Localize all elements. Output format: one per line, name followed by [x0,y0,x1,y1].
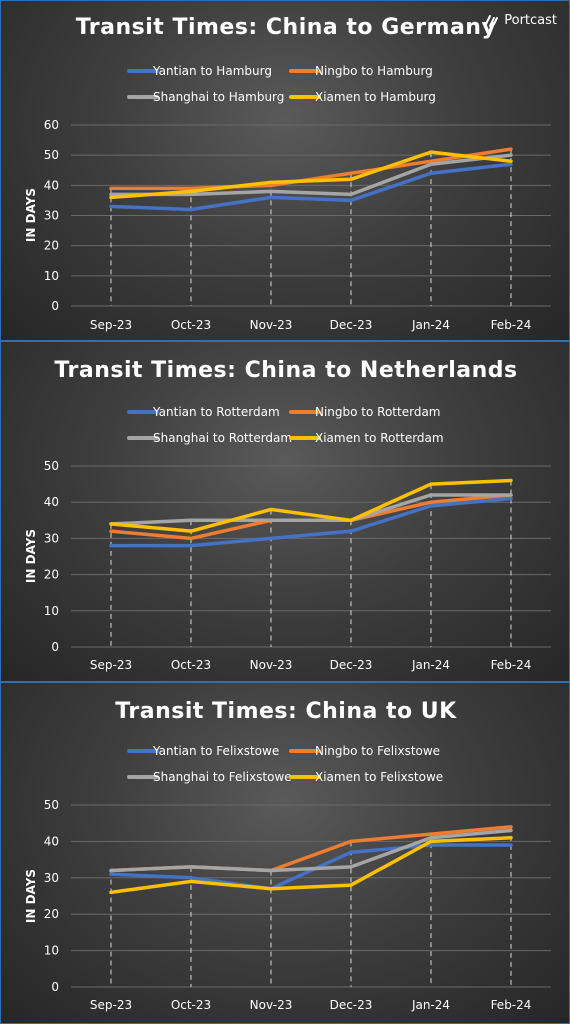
x-tick-label: Dec-23 [330,658,373,672]
y-tick-label: 30 [44,531,59,545]
y-tick-label: 20 [44,568,59,582]
series-line-2 [109,825,513,873]
series-line-4 [109,836,513,895]
x-tick-label: Oct-23 [171,658,211,672]
y-tick-label: 40 [44,495,59,509]
y-tick-label: 20 [44,907,59,921]
legend-label: Shanghai to Rotterdam [153,431,292,445]
y-tick-label: 50 [44,798,59,812]
y-axis-label: IN DAYS [24,188,38,242]
series-line-3 [109,153,513,197]
series-line-2 [109,493,513,541]
legend-label: Shanghai to Felixstowe [153,770,292,784]
x-tick-label: Jan-24 [411,658,450,672]
x-tick-label: Sep-23 [90,998,132,1012]
y-tick-label: 10 [44,269,59,283]
y-tick-label: 40 [44,834,59,848]
chart-title-netherlands: Transit Times: China to Netherlands [54,358,518,383]
series-line-4 [109,478,513,533]
x-tick-label: Oct-23 [171,318,211,332]
chart-uk: 0 10 20 30 40 50 Sep-23 Oct-23 Nov-23 Dec-23 Jan-2… [24,744,551,1012]
chart-title-uk: Transit Times: China to UK [115,699,457,724]
y-axis-label: IN DAYS [24,869,38,923]
x-tick-label: Jan-24 [411,998,450,1012]
y-tick-label: 30 [44,209,59,223]
x-tick-label: Feb-24 [491,318,532,332]
y-tick-label: 20 [44,239,59,253]
x-tick-label: Oct-23 [171,998,211,1012]
x-tick-label: Feb-24 [491,658,532,672]
series-line-4 [109,150,513,200]
y-tick-label: 50 [44,459,59,473]
y-tick-label: 0 [51,640,59,654]
legend-label: Yantian to Hamburg [152,64,272,78]
chart-germany: 0 10 20 30 40 50 60 Sep-23 Oct-23 Nov-23 Dec-23 Jan… [24,64,551,332]
series-line-3 [109,828,513,873]
x-tick-label: Nov-23 [250,998,293,1012]
brand-name: Portcast [504,13,557,28]
x-tick-label: Sep-23 [90,658,132,672]
portcast-logo-icon [485,14,499,27]
x-tick-label: Dec-23 [330,318,373,332]
x-tick-label: Feb-24 [491,998,532,1012]
legend-label: Ningbo to Felixstowe [315,744,440,758]
y-axis-label: IN DAYS [24,529,38,583]
series-line-1 [109,496,513,548]
legend-label: Yantian to Felixstowe [152,744,279,758]
chart-title-germany: Transit Times: China to Germany [75,15,497,40]
x-tick-label: Jan-24 [411,318,450,332]
y-tick-label: 60 [44,118,59,132]
x-tick-label: Nov-23 [250,318,293,332]
legend-label: Ningbo to Hamburg [315,64,433,78]
series-line-1 [109,162,513,212]
chart-panel-netherlands: 0 10 20 30 40 50 Sep-23 Oct-23 Nov-23 Dec-23 Jan-2… [0,341,570,682]
y-tick-label: 0 [51,299,59,313]
y-tick-label: 10 [44,944,59,958]
y-tick-label: 50 [44,148,59,162]
legend-label: Xiamen to Rotterdam [315,431,444,445]
x-tick-label: Sep-23 [90,318,132,332]
brand-logo: Portcast [484,13,557,28]
chart-netherlands: 0 10 20 30 40 50 Sep-23 Oct-23 Nov-23 Dec-23 Jan-2… [24,405,551,672]
legend-label: Xiamen to Felixstowe [315,770,443,784]
series-line-1 [109,843,513,891]
x-tick-label: Dec-23 [330,998,373,1012]
legend-label: Xiamen to Hamburg [315,90,436,104]
series-line-3 [109,493,513,526]
legend-label: Ningbo to Rotterdam [315,405,440,419]
chart-panel-uk: 0 10 20 30 40 50 Sep-23 Oct-23 Nov-23 Dec-23 Jan-2… [0,682,570,1024]
y-tick-label: 30 [44,871,59,885]
y-tick-label: 40 [44,178,59,192]
legend-label: Shanghai to Hamburg [153,90,284,104]
x-tick-label: Nov-23 [250,658,293,672]
y-tick-label: 0 [51,980,59,994]
y-tick-label: 10 [44,604,59,618]
legend-label: Yantian to Rotterdam [152,405,280,419]
chart-panel-germany: 0 10 20 30 40 50 60 Sep-23 Oct-23 Nov-23 Dec-23 Jan… [0,0,570,341]
